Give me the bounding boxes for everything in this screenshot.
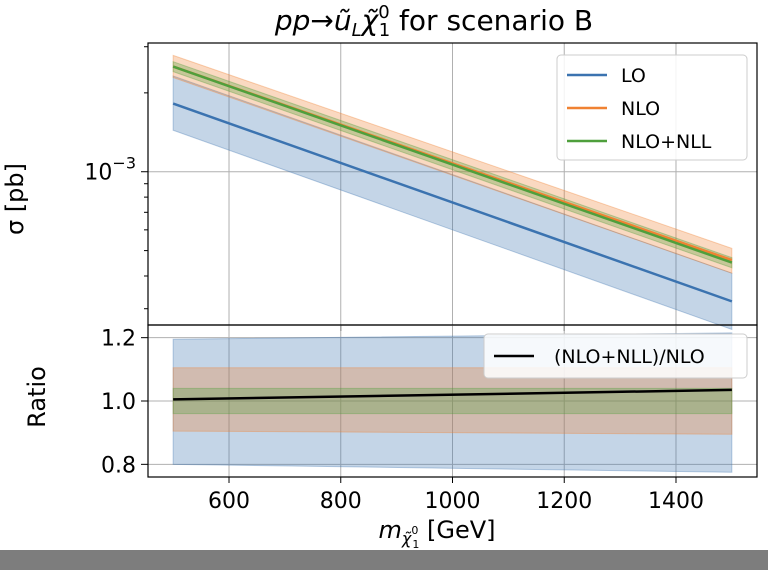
legend-label-1: NLO	[621, 98, 660, 120]
x-tick-label: 1000	[425, 489, 481, 514]
ratio-y-tick-label: 1.2	[101, 327, 136, 352]
ratio-legend-label: (NLO+NLL)/NLO	[554, 346, 705, 368]
x-axis-label: mχ̃0 1 [GeV]	[379, 516, 496, 551]
ratio-y-tick-label: 0.8	[101, 453, 136, 478]
legend-label-0: LO	[621, 65, 646, 87]
main-panel: 10−3 LO NLO NLO+NLL σ [pb]	[1, 42, 758, 331]
ratio-axes: 600 800 1000 1200 1400 0.8 1.0 1.2	[101, 324, 758, 514]
main-y-tick-label: 10−3	[84, 154, 136, 186]
ratio-legend-box	[483, 333, 748, 379]
ratio-panel: 600 800 1000 1200 1400 0.8 1.0 1.2 (NLO+NLL)/NL…	[23, 324, 758, 551]
ratio-line	[173, 388, 732, 401]
line-nlo-nll	[172, 65, 733, 264]
ratio-lines	[173, 388, 732, 401]
chart-title: pp→ũLχ̃0 1 for scenario B	[274, 2, 593, 41]
main-legend-box	[556, 54, 748, 161]
legend-label-2: NLO+NLL	[621, 131, 712, 153]
ratio-grid	[148, 325, 757, 477]
line-lo	[172, 102, 733, 303]
main-y-axis-label: σ [pb]	[1, 163, 29, 235]
x-tick-label: 800	[320, 489, 362, 514]
ratio-band-2	[172, 387, 733, 415]
main-legend: LO NLO NLO+NLL	[556, 54, 748, 161]
ratio-y-tick-label: 1.0	[101, 390, 136, 415]
x-tick-label: 1200	[536, 489, 592, 514]
ratio-y-axis-label: Ratio	[23, 366, 51, 428]
ratio-legend: (NLO+NLL)/NLO	[483, 333, 748, 379]
main-lines	[172, 65, 733, 303]
window-bottom-bar	[0, 550, 768, 570]
x-tick-label: 1400	[648, 489, 704, 514]
x-tick-label: 600	[208, 489, 250, 514]
